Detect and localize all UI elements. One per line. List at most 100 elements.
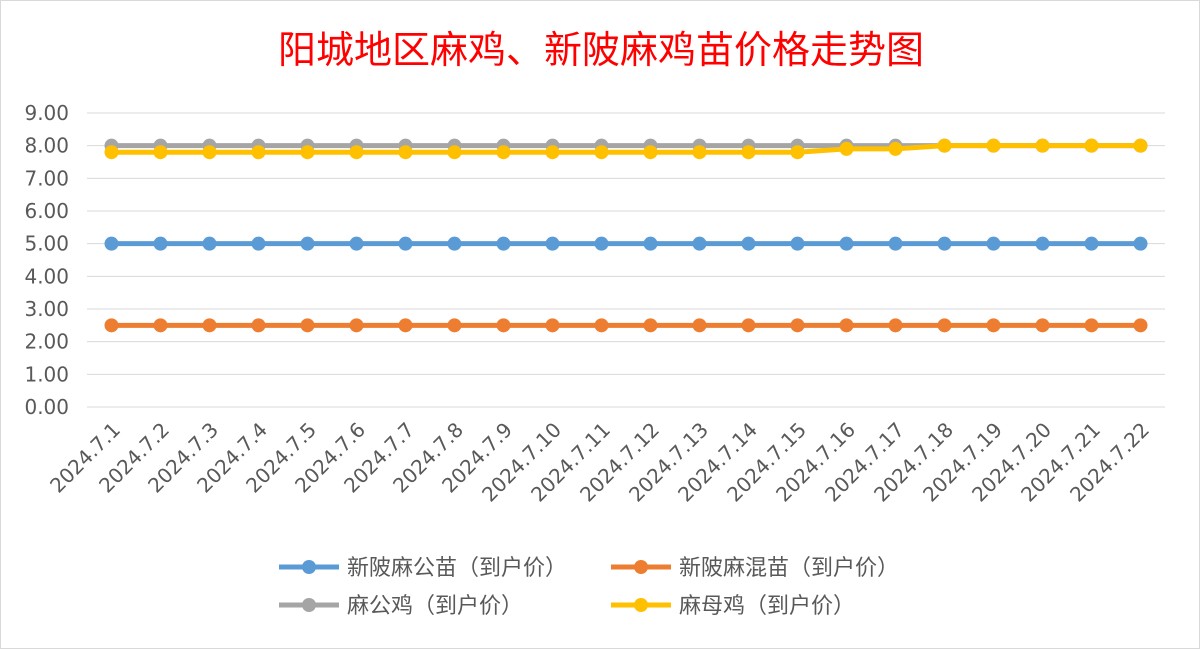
data-point bbox=[692, 145, 707, 160]
y-tick-label: 0.00 bbox=[24, 395, 69, 419]
data-point bbox=[839, 318, 854, 333]
data-point bbox=[741, 236, 756, 251]
series-1 bbox=[104, 236, 1148, 251]
data-point bbox=[741, 318, 756, 333]
chart-title: 阳城地区麻鸡、新陂麻鸡苗价格走势图 bbox=[278, 28, 924, 72]
legend: 新陂麻公苗（到户价） 新陂麻混苗（到户价） 麻公鸡（到户价） 麻母鸡（到户价） bbox=[279, 556, 899, 619]
data-point bbox=[251, 318, 266, 333]
legend-label: 新陂麻公苗（到户价） bbox=[347, 556, 567, 581]
legend-label: 新陂麻混苗（到户价） bbox=[679, 556, 899, 581]
legend-entry: 麻公鸡（到户价） bbox=[279, 594, 523, 619]
legend-marker bbox=[634, 560, 648, 574]
data-point bbox=[202, 145, 217, 160]
data-point bbox=[202, 318, 217, 333]
data-point bbox=[153, 145, 168, 160]
data-point bbox=[1133, 318, 1148, 333]
y-axis: 0.00 1.00 2.00 3.00 4.00 5.00 6.00 7.00 8.00 9.00 bbox=[24, 101, 69, 419]
data-point bbox=[790, 236, 805, 251]
data-point bbox=[741, 145, 756, 160]
data-point bbox=[839, 236, 854, 251]
data-point bbox=[545, 145, 560, 160]
data-point bbox=[300, 318, 315, 333]
legend-marker bbox=[634, 598, 648, 612]
data-point bbox=[986, 318, 1001, 333]
legend-label: 麻公鸡（到户价） bbox=[347, 594, 523, 619]
data-point bbox=[643, 145, 658, 160]
data-point bbox=[888, 318, 903, 333]
data-point bbox=[251, 145, 266, 160]
data-point bbox=[1035, 138, 1050, 153]
data-point bbox=[398, 145, 413, 160]
series-line bbox=[111, 143, 1141, 155]
data-point bbox=[1035, 318, 1050, 333]
data-point bbox=[888, 236, 903, 251]
data-point bbox=[790, 318, 805, 333]
legend-label: 麻母鸡（到户价） bbox=[679, 594, 855, 619]
data-point bbox=[202, 236, 217, 251]
data-point bbox=[1035, 236, 1050, 251]
series-4 bbox=[104, 138, 1148, 160]
data-point bbox=[447, 145, 462, 160]
data-point bbox=[349, 145, 364, 160]
gridlines bbox=[87, 112, 1165, 408]
data-point bbox=[104, 236, 119, 251]
data-point bbox=[986, 236, 1001, 251]
data-point bbox=[447, 236, 462, 251]
y-tick-label: 4.00 bbox=[24, 264, 69, 288]
data-point bbox=[643, 318, 658, 333]
data-point bbox=[643, 236, 658, 251]
legend-entry: 新陂麻公苗（到户价） bbox=[279, 556, 567, 581]
data-point bbox=[349, 318, 364, 333]
data-point bbox=[790, 145, 805, 160]
data-point bbox=[300, 145, 315, 160]
data-point bbox=[104, 145, 119, 160]
data-point bbox=[349, 236, 364, 251]
legend-entry: 麻母鸡（到户价） bbox=[611, 594, 855, 619]
data-point bbox=[398, 318, 413, 333]
plot-series bbox=[104, 138, 1148, 333]
legend-marker bbox=[302, 560, 316, 574]
data-point bbox=[839, 141, 854, 156]
data-point bbox=[545, 318, 560, 333]
legend-entry: 新陂麻混苗（到户价） bbox=[611, 556, 899, 581]
data-point bbox=[398, 236, 413, 251]
data-point bbox=[153, 318, 168, 333]
data-point bbox=[594, 145, 609, 160]
legend-marker bbox=[302, 598, 316, 612]
data-point bbox=[496, 318, 511, 333]
y-tick-label: 2.00 bbox=[24, 330, 69, 354]
series-2 bbox=[104, 318, 1148, 333]
x-axis: 2024.7.12024.7.22024.7.32024.7.42024.7.5… bbox=[45, 418, 1154, 507]
data-point bbox=[1133, 138, 1148, 153]
y-tick-label: 9.00 bbox=[24, 101, 69, 125]
data-point bbox=[104, 318, 119, 333]
data-point bbox=[1084, 236, 1099, 251]
data-point bbox=[986, 138, 1001, 153]
data-point bbox=[1084, 318, 1099, 333]
data-point bbox=[1133, 236, 1148, 251]
data-point bbox=[300, 236, 315, 251]
data-point bbox=[888, 141, 903, 156]
data-point bbox=[937, 236, 952, 251]
y-tick-label: 8.00 bbox=[24, 134, 69, 158]
y-tick-label: 3.00 bbox=[24, 297, 69, 321]
data-point bbox=[937, 318, 952, 333]
data-point bbox=[545, 236, 560, 251]
y-tick-label: 1.00 bbox=[24, 362, 69, 386]
data-point bbox=[937, 138, 952, 153]
y-tick-label: 6.00 bbox=[24, 199, 69, 223]
data-point bbox=[251, 236, 266, 251]
data-point bbox=[496, 236, 511, 251]
data-point bbox=[692, 318, 707, 333]
data-point bbox=[594, 318, 609, 333]
data-point bbox=[447, 318, 462, 333]
data-point bbox=[153, 236, 168, 251]
data-point bbox=[1084, 138, 1099, 153]
data-point bbox=[692, 236, 707, 251]
data-point bbox=[594, 236, 609, 251]
y-tick-label: 5.00 bbox=[24, 232, 69, 256]
y-tick-label: 7.00 bbox=[24, 166, 69, 190]
data-point bbox=[496, 145, 511, 160]
